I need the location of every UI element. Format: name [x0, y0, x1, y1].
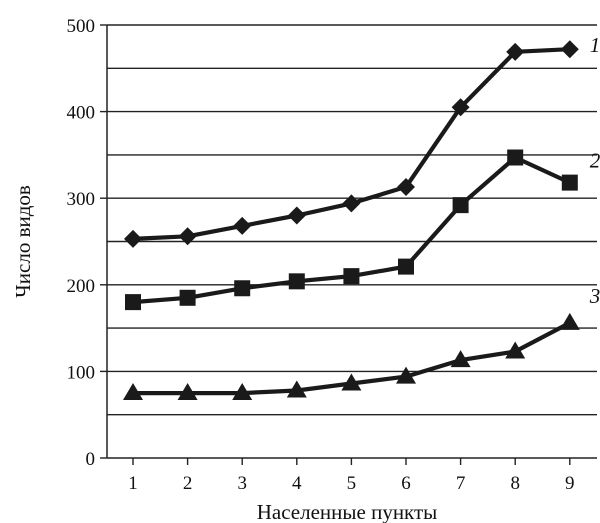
x-tick-label: 2 [183, 473, 193, 494]
x-tick-label: 8 [510, 473, 520, 494]
data-point-square [452, 197, 469, 214]
x-tick-label: 5 [347, 473, 357, 494]
data-point-diamond [124, 229, 142, 248]
data-point-diamond [397, 177, 415, 196]
y-axis-ticks: 0 100 200 300 400 500 [67, 16, 107, 470]
y-tick-label: 0 [86, 449, 96, 470]
data-point-square [234, 280, 251, 297]
data-point-triangle [177, 383, 198, 401]
data-point-triangle [396, 366, 416, 384]
series-2: 2 [125, 149, 600, 311]
data-point-diamond [178, 227, 197, 246]
data-point-triangle [450, 350, 471, 368]
series-1: 1 [124, 33, 600, 248]
x-axis-ticks: 1 2 3 4 5 6 7 8 9 [128, 458, 575, 494]
data-point-diamond [287, 206, 306, 225]
y-axis-title: Число видов [11, 185, 35, 298]
data-point-square [125, 294, 141, 311]
series-group: 1 2 3 [123, 33, 600, 401]
series-label: 1 [590, 33, 600, 57]
x-tick-label: 7 [456, 473, 466, 494]
x-tick-label: 3 [237, 473, 247, 494]
data-point-triangle [341, 373, 362, 391]
data-point-square [179, 289, 196, 306]
y-tick-label: 500 [67, 16, 96, 37]
x-tick-label: 4 [292, 473, 302, 494]
data-point-square [343, 268, 360, 285]
x-tick-label: 1 [128, 473, 138, 494]
y-tick-label: 300 [67, 189, 96, 210]
y-tick-label: 100 [67, 362, 96, 383]
data-point-triangle [505, 341, 526, 359]
x-tick-label: 9 [565, 473, 575, 494]
data-point-triangle [232, 383, 253, 401]
series-3: 3 [123, 284, 600, 401]
data-point-diamond [506, 42, 525, 61]
data-point-triangle [123, 383, 143, 401]
data-point-square [398, 258, 414, 275]
data-point-diamond [451, 98, 470, 117]
y-tick-label: 200 [67, 276, 96, 297]
y-tick-label: 400 [67, 103, 96, 124]
data-point-triangle [286, 380, 307, 398]
data-point-diamond [233, 216, 252, 235]
data-point-triangle [559, 312, 580, 330]
data-point-diamond [560, 40, 579, 59]
data-point-square [507, 149, 524, 166]
data-point-square [561, 174, 578, 191]
series-label: 2 [590, 149, 600, 173]
data-point-square [288, 273, 305, 290]
x-tick-label: 6 [401, 473, 411, 494]
x-axis-title: Населенные пункты [257, 500, 438, 523]
data-point-diamond [342, 194, 361, 213]
series-label: 3 [589, 284, 600, 308]
